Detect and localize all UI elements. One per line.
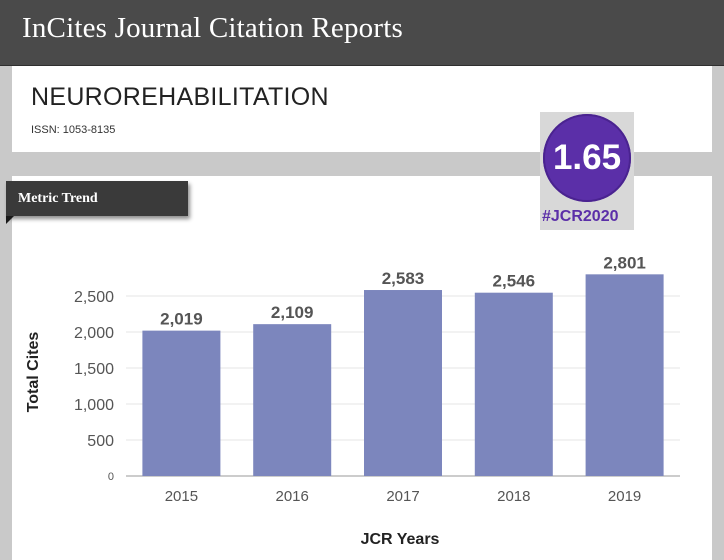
bar — [253, 324, 332, 476]
tab-notch — [6, 216, 14, 224]
metric-trend-label: Metric Trend — [18, 191, 98, 206]
bar-value-label: 2,801 — [603, 253, 646, 272]
metric-trend-tab[interactable]: Metric Trend — [6, 181, 188, 216]
y-tick-label: 0 — [108, 471, 114, 483]
x-tick-label: 2015 — [165, 488, 198, 505]
impact-factor-value: 1.65 — [552, 138, 622, 177]
y-tick-label: 1,000 — [74, 397, 114, 414]
jcr-hashtag: #JCR2020 — [542, 208, 619, 225]
bar — [474, 292, 553, 476]
app-title: InCites Journal Citation Reports — [22, 12, 403, 44]
x-axis-title: JCR Years — [361, 531, 440, 548]
y-tick-label: 1,500 — [74, 361, 114, 378]
journal-issn: ISSN: 1053-8135 — [31, 124, 116, 136]
x-tick-label: 2018 — [497, 488, 530, 505]
x-tick-label: 2016 — [276, 488, 309, 505]
bar-value-label: 2,583 — [382, 269, 425, 288]
bar — [364, 290, 442, 476]
y-axis-title: Total Cites — [25, 332, 42, 413]
bar-value-label: 2,109 — [271, 303, 314, 322]
y-tick-label: 2,000 — [74, 325, 114, 342]
bar-value-label: 2,019 — [160, 310, 203, 329]
x-tick-label: 2019 — [608, 488, 641, 505]
y-tick-label: 2,500 — [74, 289, 114, 306]
bar — [585, 274, 664, 476]
impact-factor-circle: 1.65 — [543, 114, 631, 202]
journal-title: NEUROREHABILITATION — [31, 83, 329, 111]
x-tick-label: 2017 — [386, 488, 419, 505]
app-header: InCites Journal Citation Reports — [0, 0, 724, 66]
y-tick-label: 500 — [87, 433, 114, 450]
bar — [142, 330, 221, 476]
jcr-badge: 1.65 #JCR2020 — [540, 112, 634, 230]
bar-value-label: 2,546 — [493, 272, 536, 291]
